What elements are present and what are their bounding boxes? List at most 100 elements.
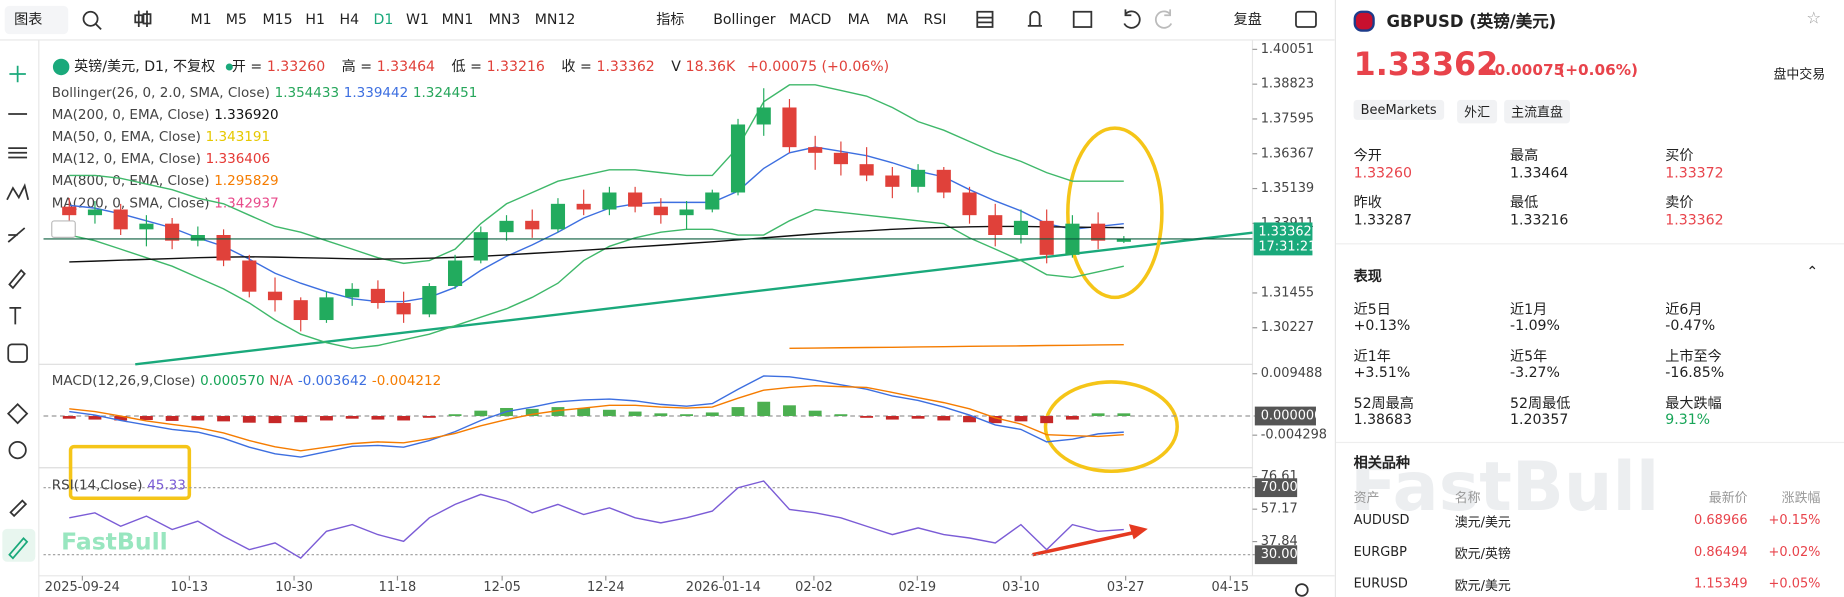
candle-body [782, 107, 797, 148]
indicator-value: 1.336920 [214, 107, 278, 123]
indicator-value: 1.295829 [214, 173, 278, 189]
related-cell: 欧元/美元 [1454, 578, 1511, 594]
perf-value: -3.27% [1510, 364, 1560, 381]
candle-body [242, 260, 257, 292]
tool-emoji[interactable] [7, 343, 28, 363]
tick-box [1254, 478, 1298, 498]
macd-bar [474, 410, 488, 417]
overlay-line [69, 225, 1124, 263]
related-cell: AUDUSD [1353, 512, 1410, 528]
tool-magnet[interactable] [9, 499, 28, 518]
macd-bar [551, 407, 565, 417]
y-tick-label: 1.40051 [1261, 42, 1314, 57]
annotation-arrowhead [1128, 524, 1148, 540]
indicator-value: 1.336406 [206, 151, 270, 167]
perf-value: -0.47% [1665, 317, 1716, 334]
macd-bar [680, 414, 694, 417]
text-line: MA(12, 0, EMA, Close) 1.336406 [52, 151, 270, 167]
indicator-button[interactable]: MA [848, 12, 870, 28]
timeframe[interactable]: H1 [305, 12, 325, 28]
macd-bar [242, 416, 256, 423]
timeframe[interactable]: MN1 [442, 12, 474, 28]
timeframe[interactable]: W1 [406, 12, 429, 28]
timeframe[interactable]: M15 [262, 12, 292, 28]
tool-add[interactable] [9, 65, 26, 83]
fullscreen-icon[interactable] [1295, 10, 1317, 28]
tool-zoom[interactable] [8, 440, 27, 460]
column-header: 最新价 [1708, 490, 1748, 506]
related-cell: +0.02% [1768, 544, 1821, 560]
chart-menu-bg[interactable] [4, 5, 69, 35]
macd-value: -0.004212 [372, 373, 441, 389]
tool-active[interactable] [2, 528, 36, 562]
macd-line [69, 375, 1124, 458]
tool-ruler[interactable] [6, 403, 29, 425]
timeframe[interactable]: M5 [226, 12, 247, 28]
stat-value: 1.33260 [1353, 164, 1412, 181]
calendar-icon[interactable] [1072, 10, 1093, 28]
macd-bar [1014, 416, 1028, 422]
indicator-button[interactable]: MA [886, 12, 908, 28]
indicator-name: MA(50, 0, EMA, Close) [52, 129, 201, 145]
y-tick-label: 1.38823 [1261, 77, 1314, 92]
candle-body [988, 215, 1003, 236]
tool-pattern[interactable] [6, 183, 30, 201]
annotations [68, 126, 1179, 501]
macd-bar [1065, 416, 1079, 420]
indicator-button[interactable]: Bollinger [713, 12, 776, 28]
x-tick-label: 10-13 [171, 580, 209, 595]
replay-button[interactable]: 复盘 [1234, 11, 1262, 28]
left-tools[interactable] [2, 65, 36, 562]
macd-bar [345, 416, 359, 419]
timeframe[interactable]: M1 [191, 12, 212, 28]
macd-value: N/A [269, 373, 294, 389]
macd-bar [602, 409, 616, 417]
timeframe[interactable]: MN12 [535, 12, 576, 28]
alert-icon[interactable] [1027, 10, 1042, 27]
y-tick-label: 1.30227 [1261, 320, 1314, 335]
timeframe[interactable]: D1 [373, 12, 393, 28]
candle-body [1039, 220, 1054, 255]
x-tick-label: 03-27 [1107, 580, 1145, 595]
tool-trend[interactable] [7, 227, 26, 243]
redo-icon[interactable] [1154, 9, 1173, 29]
chart-menu[interactable]: 图表 [14, 12, 42, 28]
indicator-button[interactable]: RSI [923, 12, 946, 28]
tool-brush[interactable] [8, 268, 26, 290]
undo-icon[interactable] [1123, 9, 1141, 29]
tool-text[interactable] [9, 307, 22, 325]
candle-body [113, 209, 128, 230]
layout-icon[interactable] [976, 10, 994, 28]
macd-bar [217, 416, 230, 422]
perf-label: 近5日 [1353, 300, 1391, 318]
perf-value: +0.13% [1353, 317, 1411, 334]
settings-icon[interactable] [1295, 583, 1309, 597]
tool-fib[interactable] [8, 147, 28, 159]
timeframe[interactable]: MN3 [489, 12, 521, 28]
candle-body [756, 107, 771, 125]
macd-bar [731, 407, 745, 417]
indicator-value: 1.324451 [413, 85, 477, 101]
x-tick-label: 10-30 [275, 580, 313, 595]
chart-area: 图表 指标 复盘 FastBull M1 M5 M15 H1 H4 D1 W1 MN1 MN3 M… [0, 5, 1335, 597]
top-icons[interactable] [82, 9, 1317, 597]
candle-body [653, 206, 668, 216]
related-cell: +0.15% [1768, 512, 1821, 528]
chart-type-icon[interactable] [134, 10, 152, 28]
field-value: 1.33362 [596, 59, 654, 75]
tool-draw[interactable] [8, 536, 29, 560]
macd-bar [165, 416, 179, 421]
stat-label: 最低 [1510, 193, 1539, 211]
indicator-button[interactable]: MACD [789, 12, 831, 28]
indicator-menu[interactable]: 指标 [656, 12, 684, 28]
timeframe[interactable]: H4 [339, 12, 359, 28]
x-tick-label: 02-19 [899, 580, 937, 595]
search-icon[interactable] [82, 10, 99, 27]
text-line: MA(200, 0, EMA, Close) 1.336920 [52, 107, 279, 123]
macd-bar [525, 408, 539, 417]
favorite: ☆ [1806, 9, 1822, 29]
candle-body [267, 291, 283, 301]
perf-value: 9.31% [1665, 411, 1711, 428]
column-header: 涨跌幅 [1781, 490, 1821, 506]
field-label: 收 = [561, 59, 591, 75]
